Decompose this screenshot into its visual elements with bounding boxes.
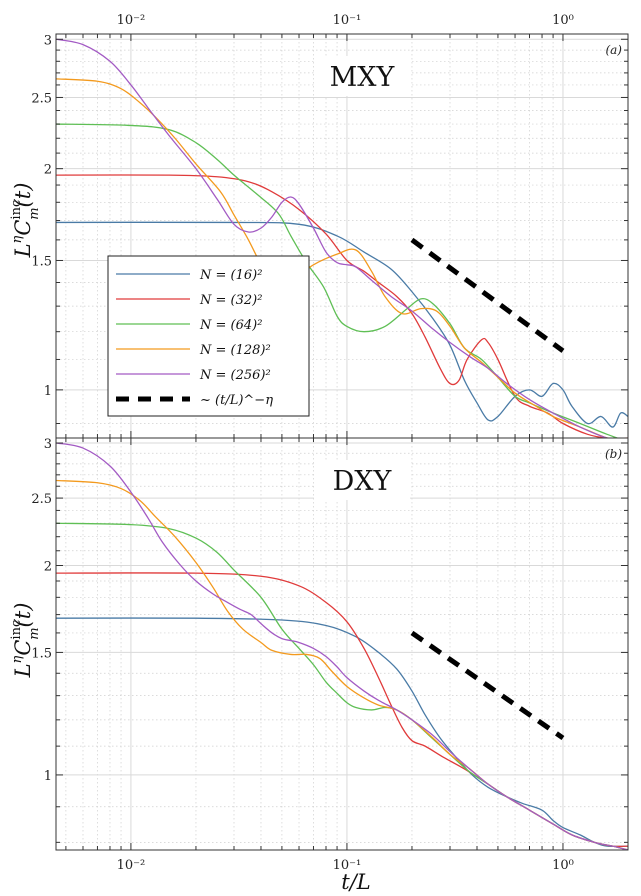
axes-frame bbox=[55, 437, 629, 851]
y-tick-label: 3 bbox=[44, 437, 52, 452]
y-tick-label: 1 bbox=[44, 384, 52, 399]
x-tick-label-top: 10⁻² bbox=[117, 13, 146, 28]
ticks bbox=[56, 34, 629, 438]
series-line-2 bbox=[56, 174, 628, 438]
panel-title: MXY bbox=[330, 62, 396, 93]
title-background bbox=[314, 460, 411, 500]
series-line-5 bbox=[56, 442, 628, 850]
y-axis-label-top: LηCinc m(t) bbox=[9, 183, 42, 259]
series-group bbox=[56, 442, 628, 850]
y-tick-label: 3 bbox=[44, 33, 52, 48]
x-tick-label-top: 10⁻¹ bbox=[333, 13, 362, 28]
legend-label: N = (64)² bbox=[199, 318, 262, 333]
y-tick-label: 2 bbox=[44, 560, 52, 575]
title-background bbox=[314, 56, 411, 96]
x-tick-label: 10⁰ bbox=[552, 858, 574, 873]
legend-label: N = (32)² bbox=[199, 293, 262, 308]
y-tick-label: 2.5 bbox=[31, 492, 52, 507]
y-axis-label-bottom: LηCinc m(t) bbox=[9, 603, 42, 679]
legend: N = (16)² N = (32)² N = (64)² N = (128)² N =… bbox=[107, 255, 310, 417]
y-tick-label: 1.5 bbox=[31, 646, 52, 661]
power-law-guide-line bbox=[410, 630, 565, 741]
series-line-1 bbox=[56, 221, 628, 428]
grid bbox=[56, 438, 629, 850]
legend-label: N = (128)² bbox=[199, 343, 271, 358]
x-tick-label: 10⁻² bbox=[117, 858, 146, 873]
x-tick-label-top: 10⁰ bbox=[552, 13, 574, 28]
series-line-2 bbox=[56, 572, 628, 848]
y-tick-label: 1 bbox=[44, 769, 52, 784]
legend-box bbox=[107, 255, 310, 417]
series-line-5 bbox=[56, 38, 610, 438]
panel-title: DXY bbox=[333, 466, 393, 497]
y-tick-label: 1.5 bbox=[31, 254, 52, 269]
panel-dxy: 1 1.5 2 2.5 3 10⁻² 10⁻¹ 10⁰ DXY (b) bbox=[31, 437, 629, 873]
series-line-4 bbox=[56, 78, 610, 438]
legend-label: ~ (t/L)^−η bbox=[200, 393, 273, 408]
legend-label: N = (16)² bbox=[199, 268, 262, 283]
ticks bbox=[56, 438, 629, 850]
legend-label: N = (256)² bbox=[199, 368, 271, 383]
series-group bbox=[56, 38, 628, 438]
panel-label: (b) bbox=[605, 447, 622, 461]
x-tick-label: 10⁻¹ bbox=[333, 858, 362, 873]
panel-mxy: 1 1.5 2 2.5 3 10⁻² 10⁻¹ 10⁰ MXY (a) bbox=[31, 13, 629, 439]
x-axis-label: t/L bbox=[341, 870, 370, 894]
y-tick-label: 2 bbox=[44, 163, 52, 178]
power-law-guide-line bbox=[410, 237, 565, 353]
series-line-3 bbox=[56, 123, 620, 438]
panel-label: (a) bbox=[605, 43, 622, 57]
y-tick-label: 2.5 bbox=[31, 91, 52, 106]
